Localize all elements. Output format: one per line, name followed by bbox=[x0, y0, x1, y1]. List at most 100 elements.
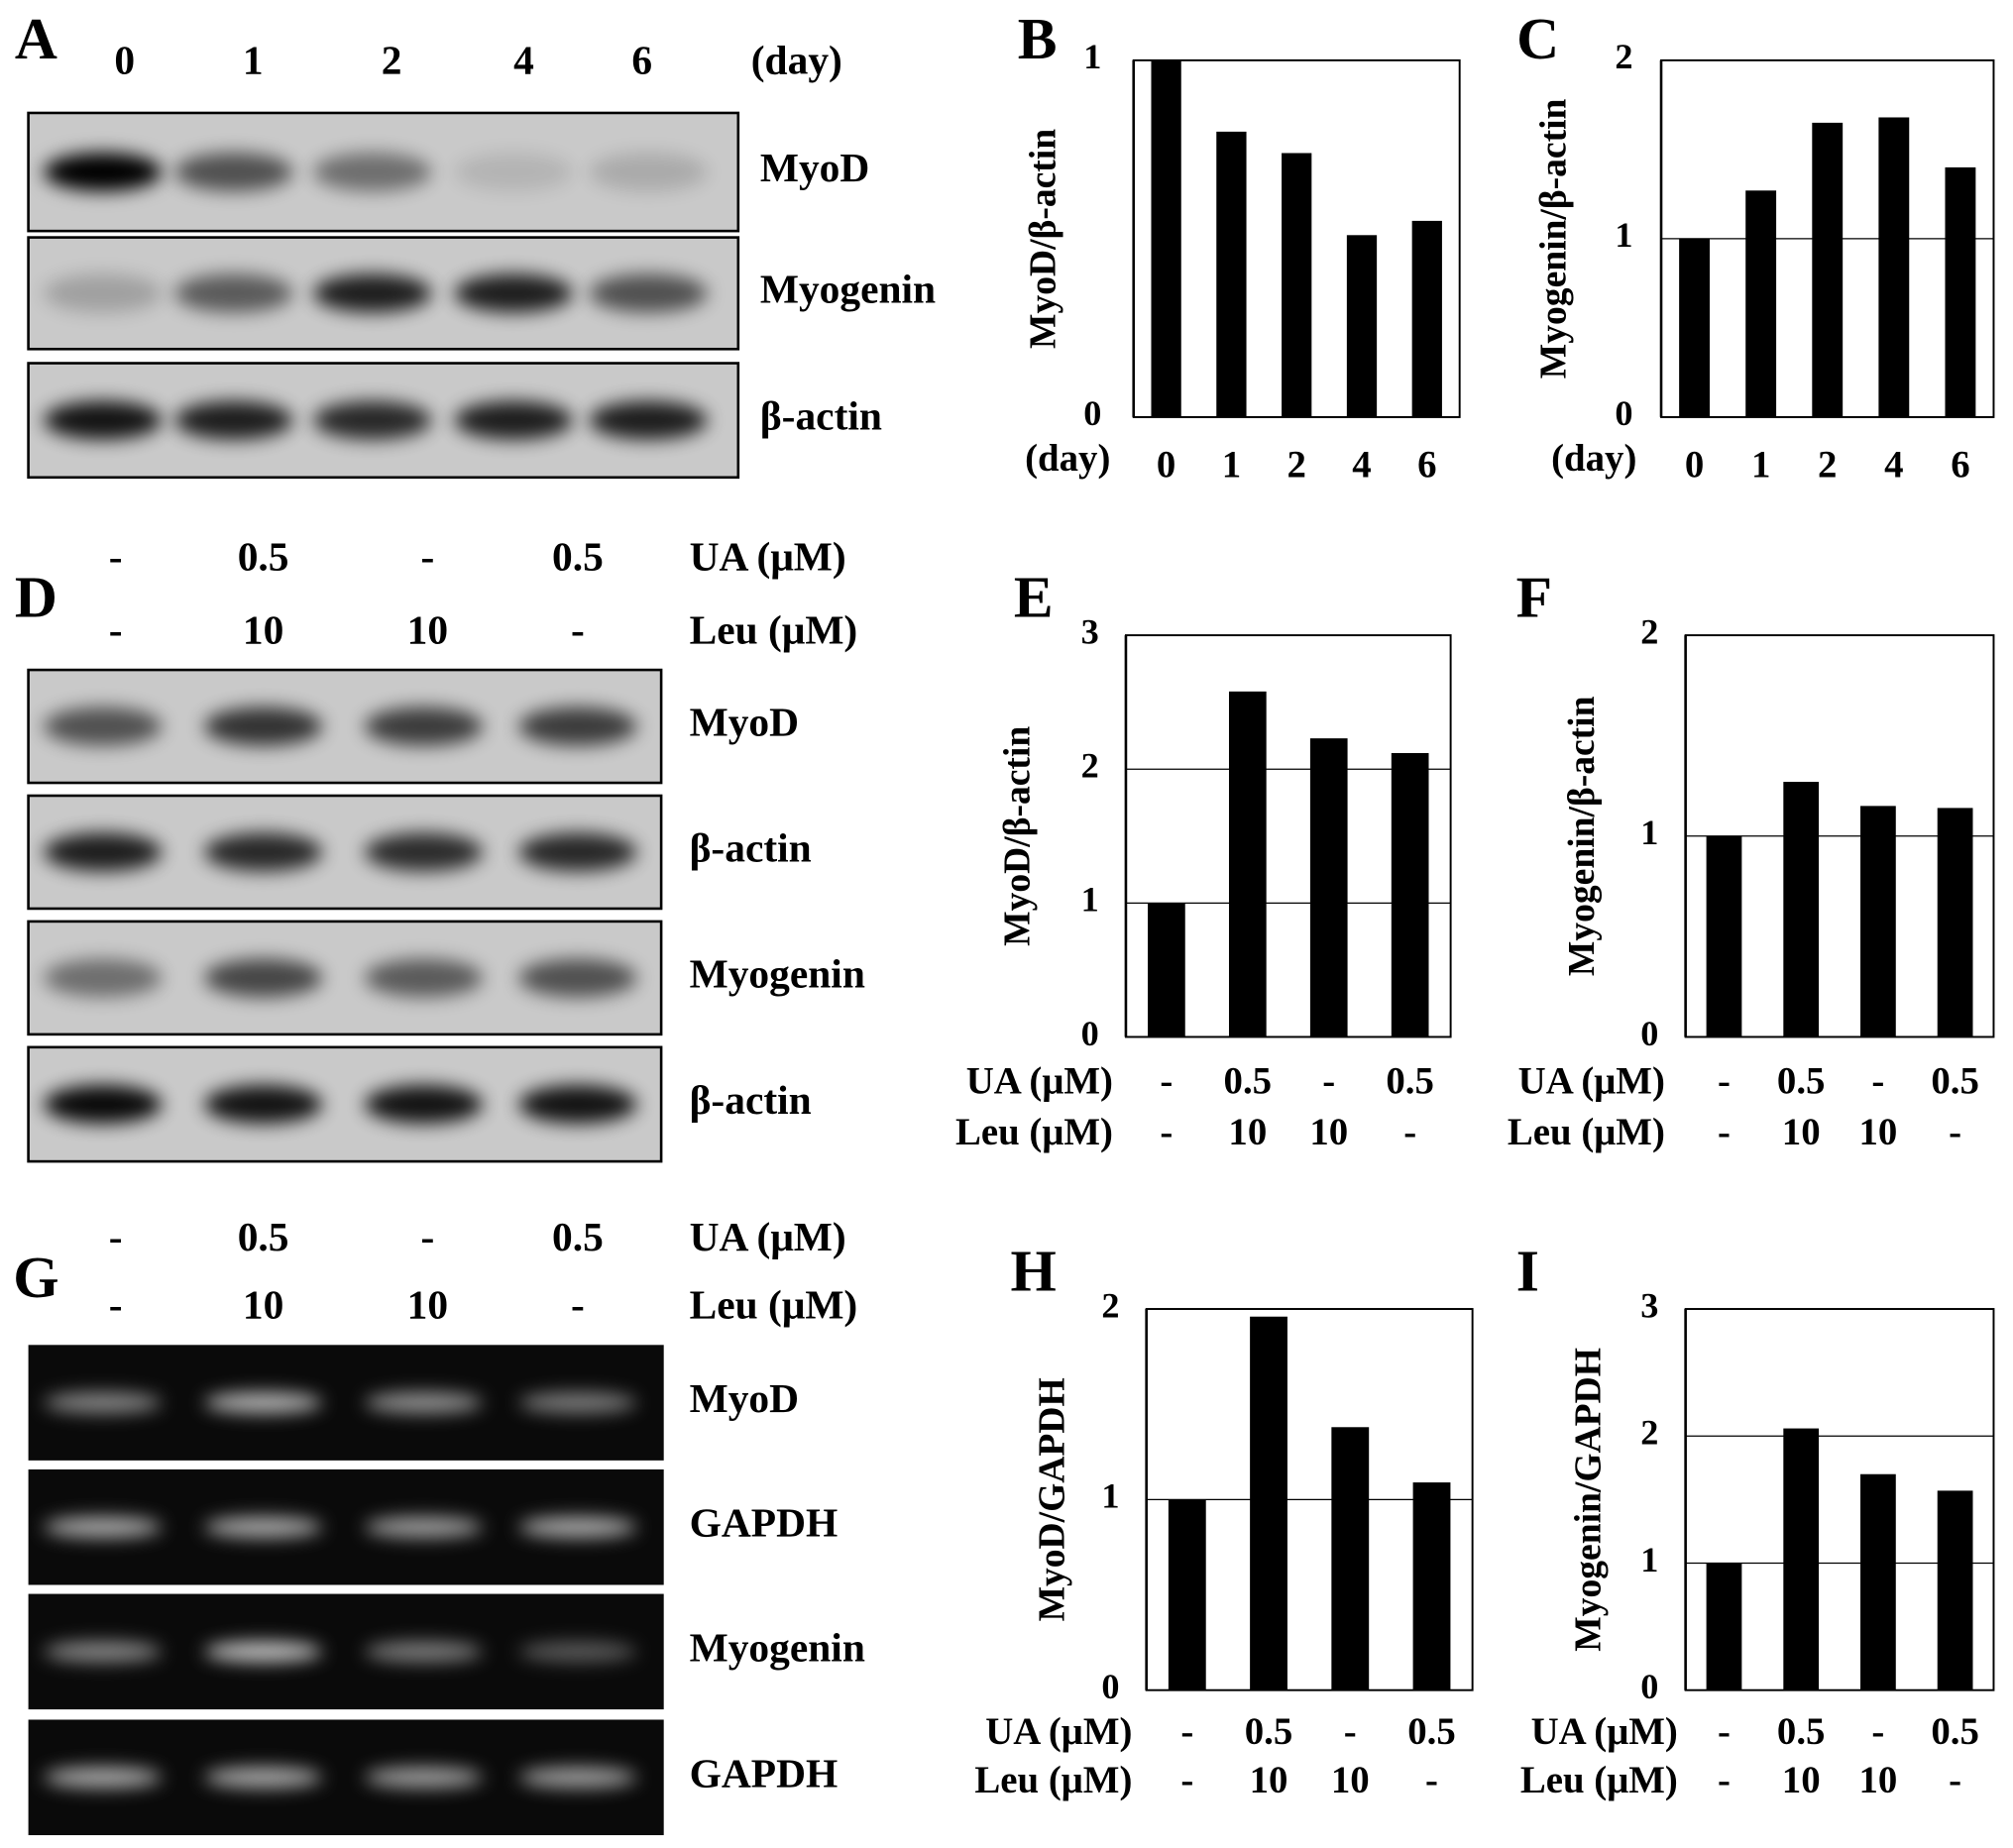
blot-row-label: Myogenin bbox=[690, 1624, 865, 1670]
blot-band bbox=[44, 153, 163, 191]
y-axis-title: Myogenin/GAPDH bbox=[1569, 1348, 1610, 1652]
y-axis-title: MyoD/GAPDH bbox=[1032, 1377, 1072, 1621]
x-tick-label: - bbox=[1180, 1759, 1193, 1801]
x-tick-label: - bbox=[1949, 1759, 1961, 1801]
x-tick-label: 0 bbox=[1685, 444, 1704, 487]
category-row-label: Leu (μM) bbox=[974, 1759, 1132, 1801]
blot-band bbox=[589, 400, 708, 440]
blot-band bbox=[174, 400, 293, 440]
bar bbox=[1878, 117, 1910, 417]
blot-band bbox=[44, 400, 163, 440]
x-axis-title: (day) bbox=[1551, 437, 1636, 480]
blot-band bbox=[518, 1767, 637, 1789]
blot-band bbox=[518, 1085, 637, 1124]
blot-band bbox=[589, 153, 708, 191]
blot-band bbox=[364, 707, 484, 746]
blot-band bbox=[313, 273, 432, 313]
blot-row-label: MyoD bbox=[690, 1375, 799, 1421]
blot-band bbox=[518, 1641, 637, 1663]
category-row-label: UA (μM) bbox=[985, 1710, 1132, 1753]
blot-band bbox=[204, 1767, 323, 1789]
y-tick-label: 1 bbox=[1081, 880, 1099, 920]
x-tick-label: 4 bbox=[1352, 444, 1371, 487]
blot-band bbox=[364, 832, 484, 872]
x-tick-label: - bbox=[1160, 1111, 1173, 1153]
lane-label: 0.5 bbox=[238, 533, 289, 579]
blot-row-label: β-actin bbox=[690, 1077, 812, 1123]
panel-label: H bbox=[1011, 1238, 1057, 1303]
bar bbox=[1783, 1428, 1820, 1690]
blot-band bbox=[313, 153, 432, 191]
lane-label: - bbox=[109, 1214, 123, 1259]
panel-label: E bbox=[1014, 564, 1054, 629]
blot-band bbox=[44, 1392, 163, 1413]
lane-label: 0.5 bbox=[552, 533, 604, 579]
blot-band bbox=[518, 958, 637, 998]
x-tick-label: 0.5 bbox=[1245, 1710, 1293, 1753]
blot-row-label: MyoD bbox=[760, 145, 869, 190]
blot-band bbox=[454, 273, 573, 313]
y-tick-label: 2 bbox=[1640, 611, 1658, 651]
panel-label: C bbox=[1516, 6, 1559, 71]
category-row-label: Leu (μM) bbox=[955, 1111, 1113, 1153]
lane-label: - bbox=[109, 606, 123, 652]
lane-label: - bbox=[109, 1282, 123, 1328]
x-tick-label: 0.5 bbox=[1931, 1710, 1979, 1753]
bar bbox=[1860, 806, 1896, 1037]
x-tick-label: - bbox=[1180, 1710, 1193, 1753]
x-tick-label: - bbox=[1718, 1759, 1731, 1801]
x-tick-label: 10 bbox=[1782, 1111, 1821, 1153]
bar bbox=[1309, 738, 1348, 1037]
x-tick-label: 10 bbox=[1782, 1759, 1821, 1801]
lane-label: 1 bbox=[243, 37, 264, 82]
x-tick-label: 0.5 bbox=[1777, 1059, 1826, 1102]
bar bbox=[1331, 1427, 1370, 1690]
blot-band bbox=[174, 273, 293, 313]
y-tick-label: 0 bbox=[1640, 1667, 1658, 1706]
bar bbox=[1346, 235, 1378, 417]
x-tick-label: 10 bbox=[1309, 1111, 1348, 1153]
x-tick-label: 10 bbox=[1858, 1759, 1897, 1801]
lane-row-label: UA (μM) bbox=[690, 533, 846, 580]
x-tick-label: 10 bbox=[1858, 1111, 1897, 1153]
blot-band bbox=[44, 958, 163, 998]
x-tick-label: 2 bbox=[1286, 444, 1305, 487]
y-tick-label: 0 bbox=[1615, 393, 1632, 433]
x-tick-label: 0 bbox=[1157, 444, 1175, 487]
y-axis-title: MyoD/β-actin bbox=[1023, 129, 1063, 349]
blot-band bbox=[518, 1392, 637, 1413]
x-tick-label: 10 bbox=[1250, 1759, 1288, 1801]
lane-label: - bbox=[420, 533, 434, 579]
lane-label: 10 bbox=[407, 606, 448, 652]
bar bbox=[1412, 1482, 1451, 1690]
lane-label: 2 bbox=[382, 37, 402, 82]
lane-label: 10 bbox=[243, 606, 283, 652]
blot-band bbox=[44, 707, 163, 746]
x-tick-label: - bbox=[1344, 1710, 1357, 1753]
y-tick-label: 0 bbox=[1101, 1667, 1119, 1706]
bar bbox=[1250, 1316, 1287, 1690]
bar bbox=[1148, 903, 1185, 1037]
lane-label: 0.5 bbox=[238, 1214, 289, 1259]
x-tick-label: 0.5 bbox=[1407, 1710, 1456, 1753]
x-tick-label: 1 bbox=[1222, 444, 1241, 487]
y-axis-title: MyoD/β-actin bbox=[997, 726, 1038, 946]
bar bbox=[1706, 1563, 1742, 1690]
y-tick-label: 2 bbox=[1101, 1285, 1119, 1325]
y-tick-label: 0 bbox=[1081, 1014, 1099, 1053]
blot-band bbox=[518, 832, 637, 872]
lane-row-label: UA (μM) bbox=[690, 1214, 846, 1260]
lane-row-label: Leu (μM) bbox=[690, 606, 858, 653]
bar bbox=[1168, 1499, 1206, 1690]
lane-row-label: Leu (μM) bbox=[690, 1282, 858, 1329]
blot-row-label: MyoD bbox=[690, 700, 799, 745]
bar bbox=[1937, 808, 1973, 1037]
bar bbox=[1745, 190, 1777, 417]
blot-band bbox=[204, 958, 323, 998]
bar bbox=[1411, 220, 1442, 417]
x-tick-label: 0.5 bbox=[1777, 1710, 1826, 1753]
blot-band bbox=[44, 832, 163, 872]
bar bbox=[1151, 59, 1181, 417]
x-tick-label: 6 bbox=[1417, 444, 1436, 487]
y-tick-label: 2 bbox=[1081, 746, 1099, 786]
